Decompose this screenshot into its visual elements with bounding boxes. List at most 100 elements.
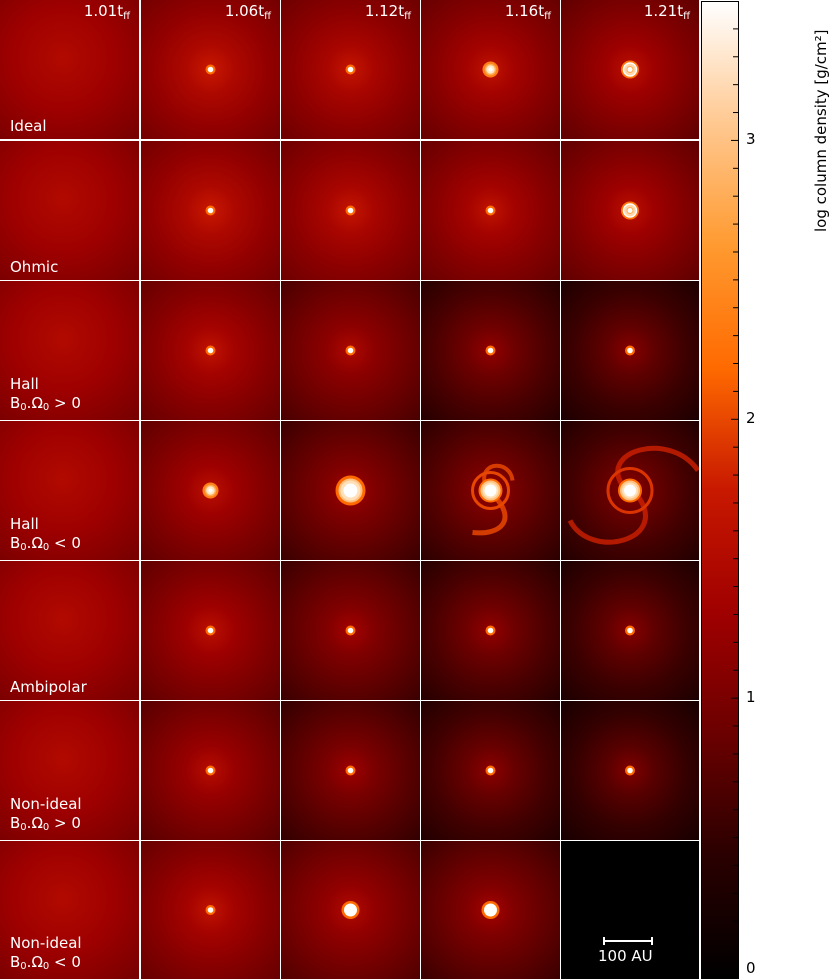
density-background [0,421,139,560]
panel-r2-c4 [421,141,560,280]
colorbar-tick-label: 0 [746,959,756,977]
density-map [421,841,560,979]
row-label: Ideal [10,117,47,136]
time-unit-sub: ff [404,11,411,22]
panel-r4-c5 [561,421,699,560]
row-label: Non-ideal B0.Ω0 < 0 [10,934,82,976]
density-background [0,141,139,280]
protostar-point [627,347,633,354]
protostar-point [487,207,494,214]
protostar-point [487,347,494,354]
density-map [561,561,699,700]
density-map [281,0,420,139]
disc-inner [624,484,636,497]
panel-r6-c3 [281,701,420,840]
row-label-line: Non-ideal [10,934,82,952]
row-label-line: B0.Ω0 < 0 [10,534,81,553]
row-label: Hall B0.Ω0 > 0 [10,375,81,417]
protostar-point [207,207,214,214]
scale-bar-cap-right [651,937,653,945]
density-background [0,561,139,700]
density-map [561,701,699,840]
spiral-arm [567,495,648,545]
row-label-line: Non-ideal [10,795,82,813]
time-value: 1.21t [643,2,684,20]
time-unit-sub: ff [264,11,271,22]
protostar-point [347,627,354,634]
row-label-line: B0.Ω0 > 0 [10,394,81,413]
time-label: 1.21tff [644,4,690,24]
colorbar [701,1,739,979]
panel-r5-c5 [561,561,699,700]
panel-r4-c4 [421,421,560,560]
density-map [561,0,699,139]
disc [484,903,497,917]
density-map [561,421,699,560]
disc-inner [343,483,358,498]
density-map [421,701,560,840]
time-label: 1.16tff [505,4,551,24]
panel-r7-c2 [141,841,280,979]
disc-inner [484,484,497,497]
density-map [0,561,139,700]
density-map [281,701,420,840]
row-label-line: Ohmic [10,258,59,276]
time-value: 1.12t [364,2,405,20]
panel-r5-c4 [421,561,560,700]
protostar-point [626,66,634,73]
scale-bar-label: 100 AU [598,947,653,965]
panel-r5-c1: Ambipolar [0,561,139,700]
panel-r2-c2 [141,141,280,280]
panel-r6-c5 [561,701,699,840]
protostar-point [347,207,354,214]
density-background [561,841,699,979]
protostar-point [347,66,354,73]
density-map [0,281,139,420]
row-label: Ohmic [10,258,58,277]
protostar-point [627,767,633,774]
density-map [141,281,280,420]
panel-r3-c2 [141,281,280,420]
time-value: 1.16t [504,2,545,20]
panel-r7-c5 [561,841,699,979]
time-value: 1.01t [83,2,124,20]
panel-r3-c5 [561,281,699,420]
density-map [421,561,560,700]
panel-r1-c2: 1.06tff [141,0,280,139]
colorbar-tick-label: 1 [746,688,756,707]
scale-bar [603,937,653,945]
row-label-line: Hall [10,515,39,533]
row-label: Ambipolar [10,678,87,697]
density-map [281,141,420,280]
time-label: 1.06tff [225,4,271,24]
protostar-point [347,767,354,774]
panel-r7-c4 [421,841,560,979]
panel-r2-c3 [281,141,420,280]
panel-r1-c3: 1.12tff [281,0,420,139]
time-unit-sub: ff [683,11,690,22]
panel-r6-c4 [421,701,560,840]
density-map [0,421,139,560]
protostar-point [627,627,633,634]
protostar-point [487,767,494,774]
time-unit-sub: ff [544,11,551,22]
density-map [421,0,560,139]
panel-r1-c5: 1.21tff [561,0,699,139]
disc-ring [471,471,510,510]
time-label: 1.12tff [365,4,411,24]
density-map [421,421,560,560]
density-background [0,0,139,139]
density-map [281,421,420,560]
row-label-line: Hall [10,375,39,393]
protostar-point [207,767,214,774]
panel-r4-c1: Hall B0.Ω0 < 0 [0,421,139,560]
density-map [141,841,280,979]
colorbar-tick-label: 2 [746,409,756,428]
density-background [0,281,139,420]
panel-r4-c2 [141,421,280,560]
density-background [0,841,139,979]
time-value: 1.06t [224,2,265,20]
colorbar-tick-label: 3 [746,130,756,149]
panel-r7-c1: Non-ideal B0.Ω0 < 0 [0,841,139,979]
density-map [561,141,699,280]
